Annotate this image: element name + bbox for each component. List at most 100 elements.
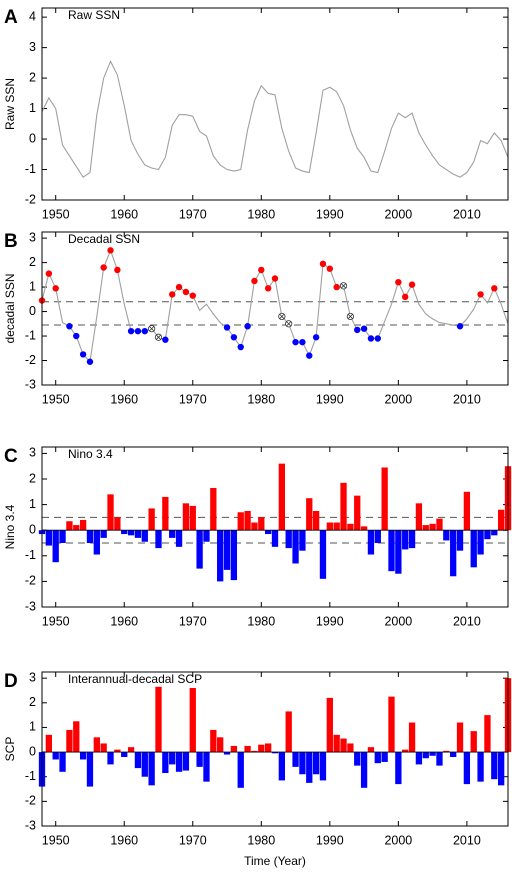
bar: [189, 505, 196, 531]
marker: [45, 270, 53, 277]
x-tick-label: 1990: [316, 614, 344, 628]
panel-title: Raw SSN: [68, 8, 120, 22]
y-tick-label: -1: [25, 769, 36, 783]
bar: [395, 530, 402, 574]
bar: [326, 522, 333, 531]
y-tick-label: 1: [29, 279, 36, 293]
bar: [306, 752, 313, 783]
bar: [134, 530, 142, 538]
y-tick-label: 2: [29, 471, 36, 485]
y-tick-label: 2: [29, 70, 36, 84]
y-tick-label: 1: [29, 720, 36, 734]
bar: [107, 494, 114, 531]
x-tick-label: 1960: [110, 833, 138, 847]
bar: [463, 752, 471, 785]
plot-frame-top: [41, 231, 509, 386]
bar: [402, 749, 409, 753]
bar: [470, 731, 477, 753]
bar: [408, 722, 416, 753]
bar: [360, 752, 368, 788]
bar: [347, 743, 354, 753]
bar: [93, 530, 100, 555]
bar: [175, 530, 183, 547]
bar: [107, 752, 114, 765]
bar: [491, 752, 498, 780]
marker: [360, 325, 368, 332]
bar: [278, 463, 286, 531]
bar: [333, 734, 340, 753]
y-tick-label: -1: [25, 328, 36, 342]
bar: [408, 530, 416, 549]
marker: [175, 283, 183, 291]
y-tick-label: 0: [29, 744, 36, 758]
bar: [312, 511, 320, 531]
bar: [299, 752, 306, 775]
y-axis-label: Raw SSN: [3, 78, 17, 130]
bar: [326, 697, 333, 753]
bar: [381, 752, 388, 762]
bar: [340, 738, 347, 753]
marker: [169, 291, 176, 298]
y-tick-label: 3: [29, 40, 36, 54]
bar: [223, 752, 231, 755]
bar: [415, 503, 423, 531]
marker: [374, 335, 381, 342]
marker: [237, 343, 244, 351]
line: [41, 248, 509, 363]
bar: [237, 752, 244, 788]
bar: [155, 686, 162, 753]
bar: [354, 752, 361, 766]
x-tick-label: 1960: [110, 392, 138, 406]
bar: [367, 747, 375, 753]
marker: [477, 291, 484, 298]
y-tick-label: 3: [29, 446, 36, 460]
bar: [388, 530, 395, 572]
panel-title: Decadal SSN: [68, 232, 140, 246]
bar: [470, 530, 477, 568]
y-tick-label: 0: [29, 131, 36, 145]
marker: [312, 334, 320, 341]
x-tick-label: 2010: [453, 207, 481, 221]
bar: [127, 747, 135, 753]
y-tick-label: 0: [29, 522, 36, 536]
bar: [484, 715, 491, 753]
marker: [264, 285, 272, 292]
x-tick-label: 1950: [42, 833, 70, 847]
bar: [93, 737, 100, 753]
bar: [367, 530, 375, 555]
panel-title: Interannual-decadal SCP: [68, 672, 202, 686]
x-tick-label: 1980: [247, 207, 275, 221]
cross-stroke: [286, 321, 292, 327]
marker: [73, 332, 80, 340]
bar: [251, 522, 258, 531]
cross-stroke: [279, 313, 285, 319]
y-tick-label: 3: [29, 230, 36, 244]
x-tick-label: 1980: [247, 392, 275, 406]
bar: [79, 519, 87, 531]
marker: [230, 334, 238, 341]
bar: [148, 752, 155, 786]
x-tick-label: 2000: [384, 833, 412, 847]
x-tick-label: 2010: [453, 833, 481, 847]
bar: [463, 491, 471, 531]
bar: [429, 752, 436, 756]
cross-stroke: [149, 326, 155, 332]
x-tick-label: 1990: [316, 392, 344, 406]
marker: [182, 288, 190, 296]
bar: [292, 752, 299, 767]
bar: [182, 503, 190, 531]
bar: [450, 752, 457, 758]
marker: [408, 281, 416, 288]
bar: [258, 517, 265, 531]
x-tick-label: 1950: [42, 392, 70, 406]
y-axis-label: SCP: [3, 737, 17, 762]
x-tick-label: 1980: [247, 833, 275, 847]
cross-stroke: [347, 313, 353, 319]
x-tick-label: 2010: [453, 614, 481, 628]
marker: [162, 336, 169, 343]
bar: [388, 696, 395, 753]
x-tick-label: 1950: [42, 207, 70, 221]
bar: [114, 749, 121, 753]
y-tick-label: 0: [29, 304, 36, 318]
